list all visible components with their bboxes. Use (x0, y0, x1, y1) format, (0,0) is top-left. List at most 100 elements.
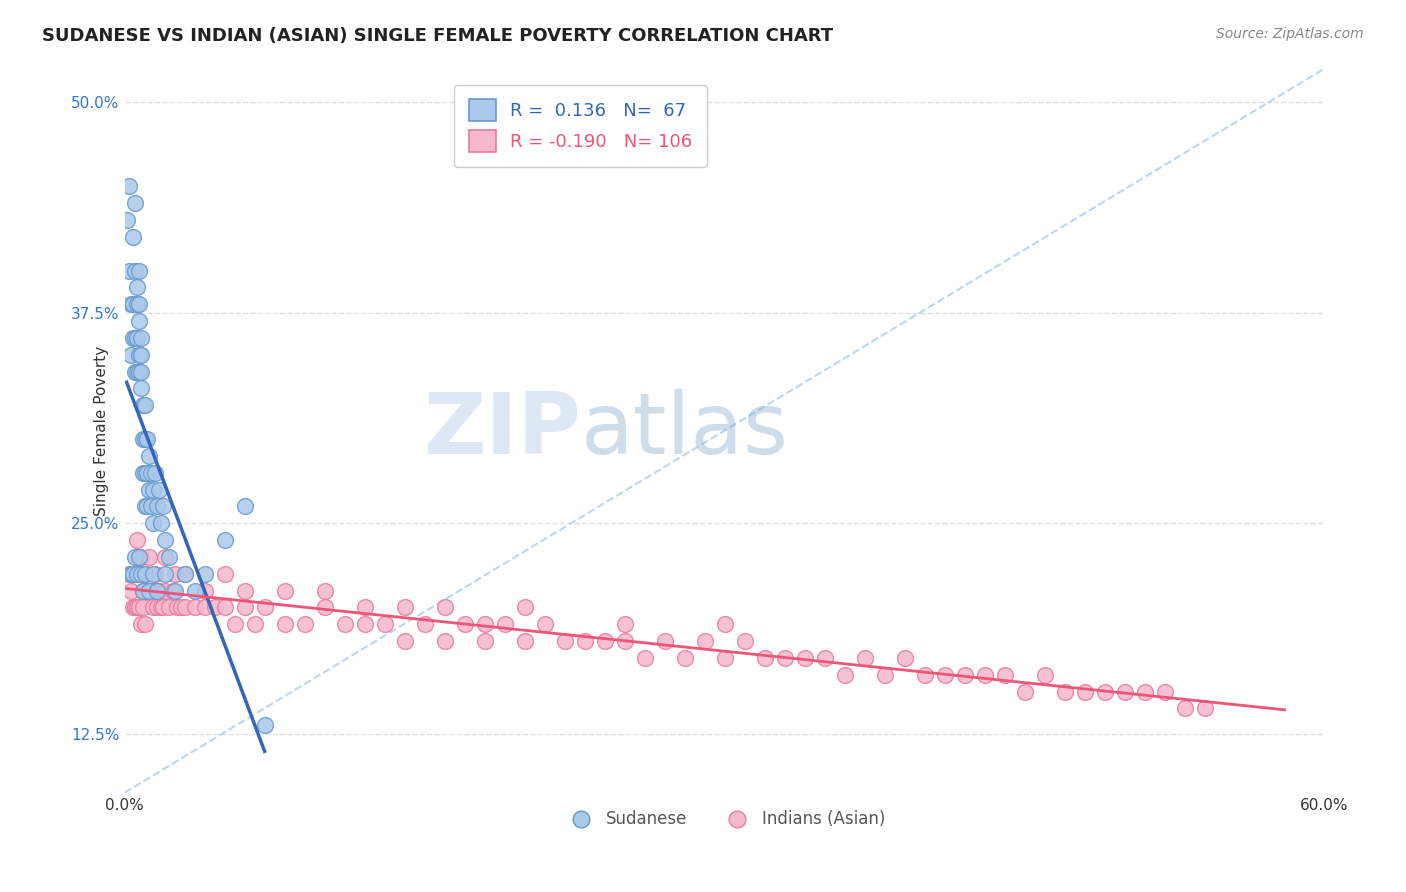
Point (131, 398, 153, 412)
Point (125, 533, 148, 547)
Point (204, 600, 226, 615)
Point (131, 583, 153, 598)
Point (134, 617, 156, 632)
Point (142, 566, 165, 581)
Point (124, 196, 146, 211)
Point (135, 500, 157, 514)
Point (1153, 684, 1175, 698)
Point (129, 382, 152, 396)
Point (194, 600, 217, 615)
Point (143, 583, 166, 598)
Point (893, 651, 915, 665)
Point (129, 365, 152, 379)
Point (149, 516, 172, 531)
Point (194, 583, 217, 598)
Point (153, 533, 176, 547)
Point (135, 583, 157, 598)
Text: atlas: atlas (581, 389, 789, 472)
Point (673, 651, 696, 665)
Point (128, 297, 150, 311)
Point (1114, 684, 1136, 698)
Point (134, 466, 156, 480)
Point (394, 600, 416, 615)
Point (163, 583, 186, 598)
Point (934, 667, 956, 681)
Point (128, 348, 150, 362)
Point (333, 617, 356, 632)
Point (494, 617, 516, 632)
Point (129, 331, 152, 345)
Point (413, 617, 436, 632)
Point (120, 583, 142, 598)
Point (273, 617, 295, 632)
Point (131, 600, 153, 615)
Point (183, 600, 205, 615)
Point (613, 634, 636, 648)
Point (139, 466, 162, 480)
Point (273, 583, 295, 598)
Point (153, 566, 176, 581)
Point (773, 651, 796, 665)
Point (121, 230, 143, 244)
Point (1194, 701, 1216, 715)
Point (148, 583, 170, 598)
Point (224, 617, 246, 632)
Point (138, 549, 160, 564)
Point (125, 280, 148, 294)
Point (314, 583, 336, 598)
Point (121, 297, 143, 311)
Point (194, 566, 217, 581)
Point (117, 263, 139, 277)
Point (129, 549, 152, 564)
Text: Source: ZipAtlas.com: Source: ZipAtlas.com (1216, 27, 1364, 41)
Point (353, 600, 375, 615)
Point (134, 432, 156, 446)
Point (124, 331, 146, 345)
Point (1073, 684, 1095, 698)
Point (135, 466, 157, 480)
Point (374, 617, 396, 632)
Point (953, 667, 976, 681)
Point (152, 500, 174, 514)
Point (474, 617, 496, 632)
Point (993, 667, 1015, 681)
Point (134, 566, 156, 581)
Point (120, 566, 142, 581)
Point (128, 566, 150, 581)
Point (157, 600, 180, 615)
Point (214, 566, 236, 581)
Point (793, 651, 815, 665)
Point (1014, 684, 1036, 698)
Point (453, 617, 475, 632)
Point (973, 667, 995, 681)
Point (153, 549, 176, 564)
Point (120, 348, 142, 362)
Point (433, 600, 456, 615)
Point (149, 600, 172, 615)
Point (474, 634, 496, 648)
Point (173, 600, 195, 615)
Point (143, 566, 166, 581)
Point (120, 297, 142, 311)
Point (433, 634, 456, 648)
Point (813, 651, 835, 665)
Point (233, 500, 256, 514)
Point (129, 348, 152, 362)
Point (124, 549, 146, 564)
Point (145, 583, 167, 598)
Point (734, 634, 756, 648)
Point (125, 365, 148, 379)
Point (294, 617, 316, 632)
Point (138, 583, 160, 598)
Point (853, 651, 876, 665)
Point (125, 600, 148, 615)
Point (593, 634, 616, 648)
Point (117, 179, 139, 194)
Point (162, 583, 184, 598)
Point (152, 600, 174, 615)
Point (754, 651, 776, 665)
Point (148, 483, 170, 497)
Point (654, 634, 676, 648)
Point (157, 549, 180, 564)
Point (131, 466, 153, 480)
